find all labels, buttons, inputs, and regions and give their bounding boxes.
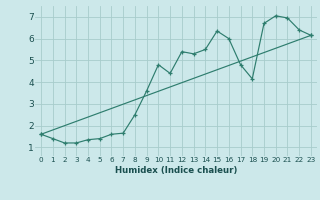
X-axis label: Humidex (Indice chaleur): Humidex (Indice chaleur) bbox=[115, 166, 237, 175]
